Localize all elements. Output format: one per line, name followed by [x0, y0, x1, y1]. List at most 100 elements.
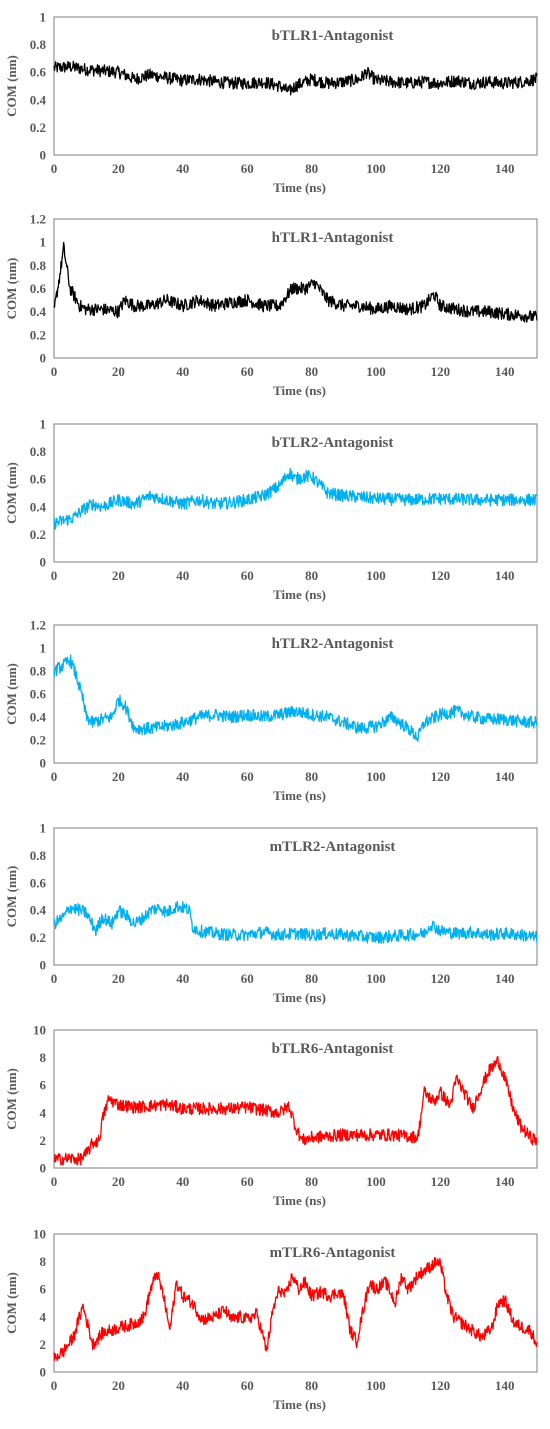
y-tick-label: 0.8	[30, 444, 47, 459]
y-tick-label: 8	[40, 1254, 47, 1269]
y-tick-label: 2	[40, 1337, 47, 1352]
x-tick-label: 140	[495, 364, 515, 379]
x-tick-label: 60	[241, 161, 254, 176]
y-tick-label: 0.2	[30, 930, 46, 945]
chart-title: hTLR2-Antagonist	[272, 636, 394, 652]
y-tick-label: 0.8	[30, 37, 47, 52]
x-tick-label: 40	[176, 364, 189, 379]
x-tick-label: 140	[495, 1174, 515, 1189]
y-tick-label: 0.2	[30, 733, 46, 748]
y-tick-label: 4	[40, 1309, 47, 1324]
x-tick-label: 140	[495, 1378, 515, 1393]
y-tick-label: 0.4	[30, 499, 47, 514]
y-tick-label: 0.4	[30, 92, 47, 107]
y-axis-label: COM (nm)	[4, 55, 19, 117]
plot-area-border	[53, 1029, 538, 1169]
y-tick-label: 2	[40, 1133, 47, 1148]
y-tick-label: 0.2	[30, 120, 46, 135]
x-tick-label: 60	[241, 971, 254, 986]
y-tick-label: 0	[40, 148, 47, 163]
y-tick-label: 0.2	[30, 327, 46, 342]
y-tick-label: 0	[40, 351, 47, 366]
x-tick-label: 120	[431, 364, 451, 379]
x-tick-label: 120	[431, 1174, 451, 1189]
plot-area-border	[53, 423, 538, 563]
series-line	[53, 1055, 538, 1166]
x-axis-label: Time (ns)	[273, 180, 326, 195]
x-tick-label: 140	[495, 769, 515, 784]
y-tick-label: 0.6	[30, 687, 47, 702]
x-tick-label: 0	[51, 1174, 58, 1189]
plot-area-border	[53, 218, 538, 359]
y-axis-label: COM (nm)	[4, 258, 19, 320]
y-axis-label: COM (nm)	[4, 1068, 19, 1130]
x-tick-label: 80	[305, 971, 318, 986]
y-tick-label: 1.2	[30, 618, 46, 633]
x-tick-label: 20	[112, 971, 125, 986]
x-tick-label: 40	[176, 769, 189, 784]
y-tick-label: 0.6	[30, 472, 47, 487]
x-tick-label: 20	[112, 161, 125, 176]
x-tick-label: 0	[51, 1378, 58, 1393]
x-tick-label: 80	[305, 568, 318, 583]
chart-panel-3: 0 0.2 0.4 0.6 0.8 1 0 20 40 60 80 100 120 140 bTLR2-An…	[4, 417, 538, 602]
x-tick-label: 120	[431, 161, 451, 176]
plot-area-border	[53, 624, 538, 764]
y-axis-label: COM (nm)	[4, 1272, 19, 1334]
y-tick-label: 0.6	[30, 281, 47, 296]
y-tick-label: 0.8	[30, 664, 47, 679]
y-tick-label: 0	[40, 958, 47, 973]
y-tick-label: 0.8	[30, 258, 47, 273]
chart-title: mTLR6-Antagonist	[270, 1245, 396, 1261]
series-line	[53, 60, 538, 96]
x-tick-label: 80	[305, 364, 318, 379]
plot-area-border	[53, 1233, 538, 1373]
x-axis-label: Time (ns)	[273, 587, 326, 602]
y-tick-label: 10	[33, 1227, 46, 1242]
x-tick-label: 20	[112, 568, 125, 583]
x-tick-label: 80	[305, 769, 318, 784]
x-tick-label: 20	[112, 364, 125, 379]
y-tick-label: 1	[40, 417, 47, 432]
x-tick-label: 80	[305, 1378, 318, 1393]
y-tick-label: 4	[40, 1105, 47, 1120]
y-axis-label: COM (nm)	[4, 866, 19, 928]
y-axis-label: COM (nm)	[4, 663, 19, 725]
x-tick-label: 0	[51, 769, 58, 784]
chart-title: bTLR1-Antagonist	[272, 28, 394, 44]
x-tick-label: 120	[431, 769, 451, 784]
chart-title: bTLR2-Antagonist	[272, 435, 394, 451]
x-tick-label: 140	[495, 568, 515, 583]
y-tick-label: 1.2	[30, 212, 46, 227]
y-tick-label: 1	[40, 821, 47, 836]
chart-panel-2: 0 0.2 0.4 0.6 0.8 1 1.2 0 20 40 60 80 100 120 140 hTLR1…	[4, 212, 538, 398]
series-line	[53, 1257, 538, 1362]
y-tick-label: 0.4	[30, 903, 47, 918]
y-tick-label: 1	[40, 10, 47, 25]
y-tick-label: 6	[40, 1282, 47, 1297]
y-tick-label: 8	[40, 1050, 47, 1065]
series-line	[53, 654, 538, 743]
x-tick-label: 0	[51, 971, 58, 986]
series-line	[53, 900, 538, 944]
y-tick-label: 10	[33, 1023, 46, 1038]
x-tick-label: 20	[112, 769, 125, 784]
x-tick-label: 60	[241, 364, 254, 379]
x-tick-label: 20	[112, 1378, 125, 1393]
y-tick-label: 0	[40, 1161, 47, 1176]
x-tick-label: 0	[51, 568, 58, 583]
series-line	[53, 241, 538, 323]
x-tick-label: 40	[176, 568, 189, 583]
chart-title: hTLR1-Antagonist	[272, 230, 394, 246]
x-tick-label: 0	[51, 161, 58, 176]
x-tick-label: 100	[366, 1174, 386, 1189]
x-tick-label: 100	[366, 568, 386, 583]
chart-panel-4: 0 0.2 0.4 0.6 0.8 1 1.2 0 20 40 60 80 100 120 140 hTLR2…	[4, 618, 538, 803]
x-tick-label: 120	[431, 1378, 451, 1393]
x-tick-label: 120	[431, 568, 451, 583]
x-axis-label: Time (ns)	[273, 990, 326, 1005]
y-tick-label: 0.8	[30, 848, 47, 863]
